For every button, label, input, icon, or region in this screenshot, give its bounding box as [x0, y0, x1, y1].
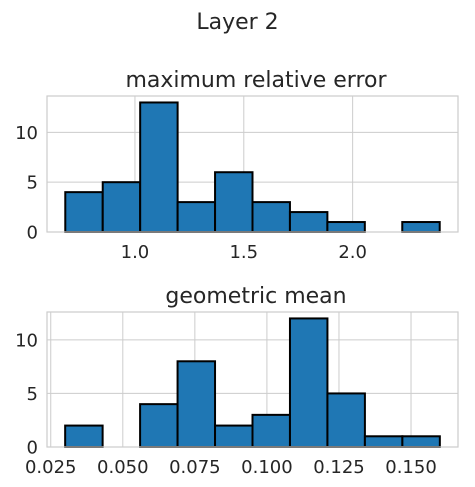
axes-frame [46, 311, 459, 448]
histogram-bar [139, 403, 179, 448]
x-tick-label: 0.075 [169, 457, 221, 478]
x-tick-label: 0.100 [241, 457, 293, 478]
y-tick-label: 0 [27, 438, 38, 459]
panel-title-geometric-mean: geometric mean [165, 284, 346, 309]
y-tick-label: 10 [15, 123, 38, 144]
histogram-bar [363, 435, 404, 448]
histogram-bar [326, 221, 366, 234]
histogram-bar [214, 171, 254, 234]
histogram-bar [251, 413, 291, 449]
histogram-bar [401, 435, 441, 448]
histogram-bar [288, 317, 329, 448]
figure-suptitle: Layer 2 [196, 10, 278, 35]
x-tick-label: 2.0 [338, 242, 367, 263]
x-tick-label: 0.125 [313, 457, 365, 478]
histogram-bar [176, 201, 217, 234]
y-tick-label: 0 [27, 223, 38, 244]
histogram-bar [64, 424, 104, 449]
histogram-bar [64, 191, 104, 233]
x-tick-label: 1.0 [121, 242, 150, 263]
histogram-bar [326, 392, 366, 448]
histogram-bar [139, 101, 179, 233]
histogram-bar [251, 201, 291, 234]
y-tick-label: 5 [27, 173, 38, 194]
axes-frame [46, 95, 459, 233]
histogram-bar [214, 424, 254, 449]
y-tick-label: 5 [27, 384, 38, 405]
y-tick-label: 10 [15, 330, 38, 351]
histogram-max-relative-error: maximum relative error 1.0 1.5 2.0 0 5 10 [15, 68, 459, 263]
x-tick-label: 0.025 [25, 457, 77, 478]
histogram-bar [176, 360, 217, 448]
histogram-bar [101, 181, 142, 233]
histogram-bar [401, 221, 441, 234]
panel-title-max-relative-error: maximum relative error [125, 68, 387, 93]
x-tick-label: 0.050 [97, 457, 149, 478]
histogram-bar [288, 211, 329, 233]
x-tick-label: 1.5 [229, 242, 258, 263]
x-tick-label: 0.150 [385, 457, 437, 478]
histogram-geometric-mean: geometric mean 0.025 0.050 0.075 0.100 0.125… [15, 284, 459, 478]
